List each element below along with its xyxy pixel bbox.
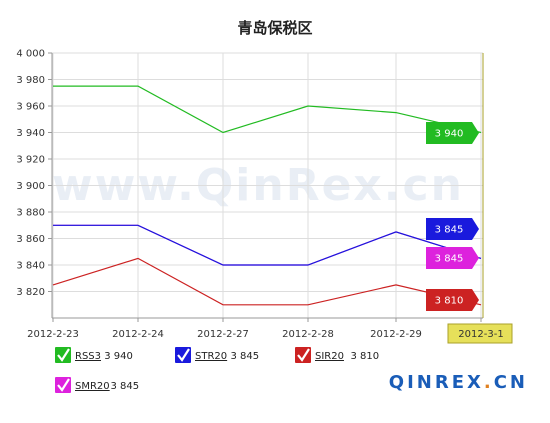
brand-text-main: QINREX	[389, 372, 484, 393]
x-tick-label: 2012-2-24	[112, 329, 164, 340]
legend-value: 3 845	[231, 351, 260, 362]
end-label-shape	[426, 289, 479, 311]
brand-text-tld: CN	[494, 372, 528, 393]
end-label-value: 3 845	[435, 225, 464, 236]
series-line-rss3	[53, 85, 482, 134]
series-line-smr20	[53, 224, 482, 266]
y-tick-label: 3 940	[16, 128, 45, 139]
svg-text:QINREX.CN: QINREX.CN	[389, 372, 528, 393]
legend-label[interactable]: RSS3	[75, 351, 101, 362]
check-mark-icon	[57, 348, 70, 362]
end-label-sir20: 3 810	[426, 289, 479, 311]
end-label-rss3: 3 940	[426, 122, 479, 144]
y-tick-label: 3 860	[16, 234, 45, 245]
x-tick-label: 2012-3-1	[458, 329, 503, 340]
end-label-value: 3 940	[435, 129, 464, 140]
end-label-value: 3 845	[435, 254, 464, 265]
x-tick-label: 2012-2-23	[27, 329, 79, 340]
legend-item-sir20[interactable]: SIR20 3 810	[295, 347, 379, 363]
y-tick-label: 3 900	[16, 181, 45, 192]
brand-text-dot: .	[484, 372, 494, 393]
x-tick-label: 2012-2-29	[370, 329, 422, 340]
y-tick-label: 3 840	[16, 261, 45, 272]
end-label-shape	[426, 218, 479, 240]
y-tick-label: 4 000	[16, 49, 45, 60]
brand-logo: QINREX.CN	[389, 372, 528, 393]
end-label-value: 3 810	[435, 296, 464, 307]
check-mark-icon	[177, 348, 190, 362]
legend-item-smr20[interactable]: SMR20 3 845	[55, 377, 139, 393]
end-label-shape	[426, 122, 479, 144]
legend-item-rss3[interactable]: RSS3 3 940	[55, 347, 133, 363]
y-tick-label: 3 960	[16, 102, 45, 113]
check-mark-icon	[57, 378, 70, 392]
x-tick-label: 2012-2-27	[197, 329, 249, 340]
end-label-smr20: 3 845	[426, 247, 479, 269]
legend-label[interactable]: STR20	[195, 351, 227, 362]
end-label-shape	[426, 247, 479, 269]
legend-label[interactable]: SIR20	[315, 351, 344, 362]
check-mark-icon	[297, 348, 310, 362]
chart-title: 青岛保税区	[237, 19, 312, 37]
series-line-str20	[53, 224, 482, 266]
legend-label[interactable]: SMR20	[75, 381, 110, 392]
legend-value: 3 940	[104, 351, 133, 362]
end-label-str20: 3 845	[426, 218, 479, 240]
y-tick-label: 3 820	[16, 287, 45, 298]
legend-item-str20[interactable]: STR20 3 845	[175, 347, 259, 363]
x-tick-label: 2012-2-28	[282, 329, 334, 340]
y-tick-label: 3 920	[16, 155, 45, 166]
y-tick-label: 3 880	[16, 208, 45, 219]
legend-value: 3 810	[351, 351, 380, 362]
series-line-sir20	[52, 257, 482, 306]
y-tick-label: 3 980	[16, 75, 45, 86]
highlighted-date-box	[447, 323, 513, 344]
legend-value: 3 845	[111, 381, 140, 392]
